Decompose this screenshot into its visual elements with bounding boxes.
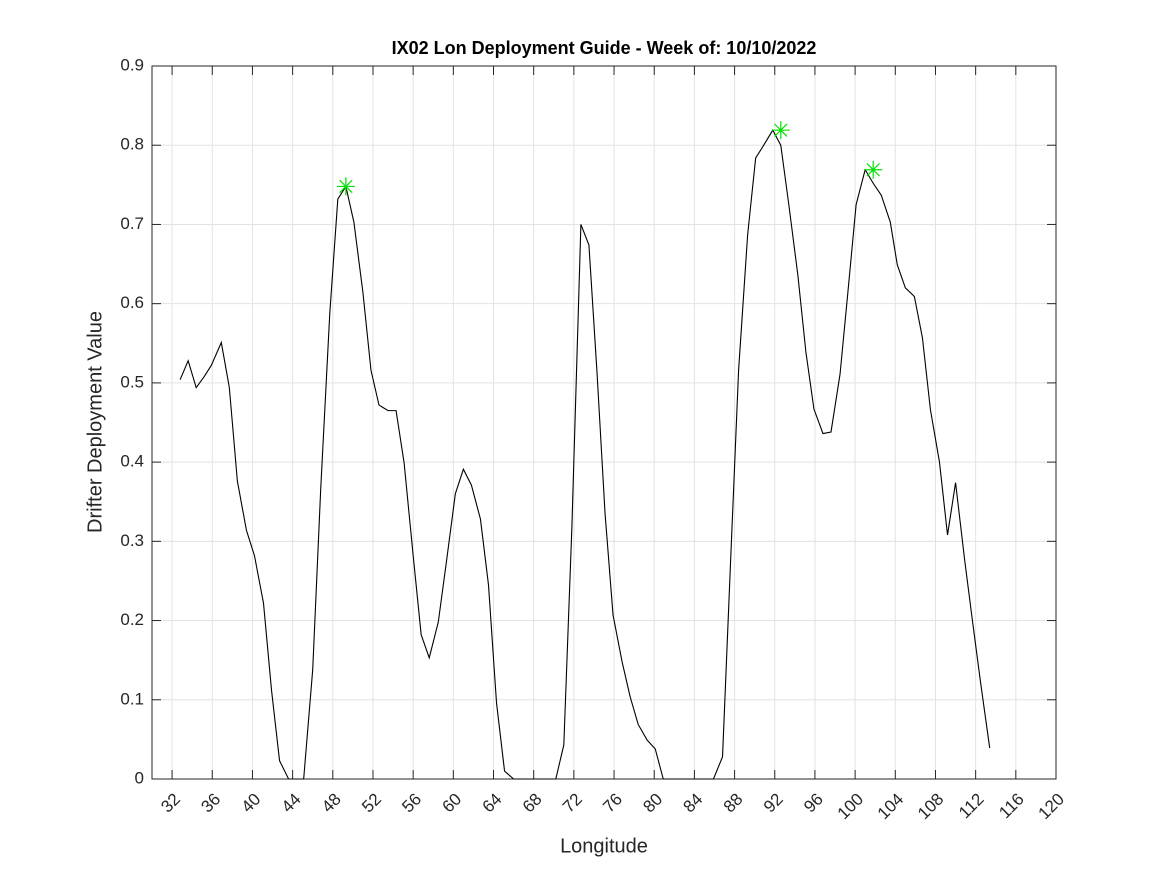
marker-stroke: [774, 123, 788, 137]
y-tick-label: 0.8: [120, 135, 144, 154]
y-tick-label: 0.3: [120, 531, 144, 550]
y-tick-label: 0.1: [120, 689, 144, 708]
chart-title: IX02 Lon Deployment Guide - Week of: 10/…: [392, 38, 817, 58]
y-tick-label: 0.9: [120, 55, 144, 74]
axes-box: [151, 65, 1057, 780]
y-axis-label: Drifter Deployment Value: [84, 311, 106, 533]
plot-area: [152, 66, 1056, 779]
y-tick-label: 0: [135, 768, 144, 787]
y-tick-label: 0.2: [120, 610, 144, 629]
data-line: [179, 129, 991, 780]
y-tick-label: 0.5: [120, 372, 144, 391]
y-tick-label: 0.7: [120, 214, 144, 233]
marker-stroke: [866, 163, 880, 177]
peak-marker: [864, 160, 883, 179]
peak-marker: [336, 177, 355, 196]
peak-marker: [771, 121, 790, 140]
y-tick-label: 0.6: [120, 293, 144, 312]
x-axis-label: Longitude: [560, 835, 648, 857]
y-tick-label: 0.4: [120, 452, 144, 471]
marker-stroke: [339, 179, 353, 194]
